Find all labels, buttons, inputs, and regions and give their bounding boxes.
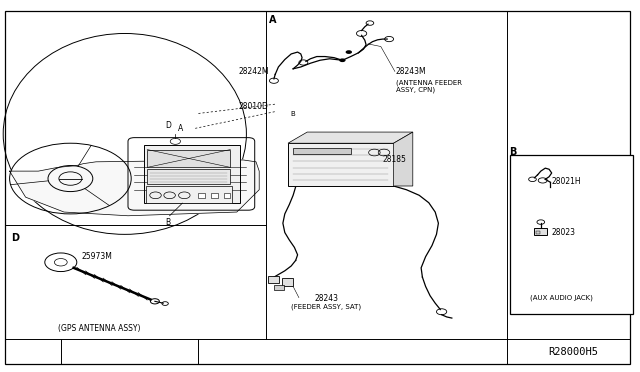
- Text: D: D: [12, 232, 19, 243]
- Bar: [147, 150, 230, 167]
- Text: B: B: [290, 111, 295, 117]
- Text: A: A: [269, 15, 276, 25]
- Bar: [211, 193, 218, 198]
- Text: 28021H: 28021H: [552, 177, 581, 186]
- Circle shape: [346, 50, 352, 54]
- Text: (FEEDER ASSY, SAT): (FEEDER ASSY, SAT): [291, 304, 362, 310]
- Text: D: D: [165, 121, 172, 130]
- Bar: [288, 143, 394, 186]
- Polygon shape: [394, 132, 413, 186]
- Bar: [198, 193, 205, 198]
- Bar: [274, 285, 284, 290]
- Text: R28000H5: R28000H5: [548, 347, 598, 356]
- Text: 28023: 28023: [552, 228, 576, 237]
- Bar: [534, 228, 547, 235]
- Bar: [510, 155, 633, 314]
- Text: ASSY, CPN): ASSY, CPN): [396, 87, 435, 93]
- Text: 25973M: 25973M: [82, 252, 113, 261]
- Text: (GPS ANTENNA ASSY): (GPS ANTENNA ASSY): [58, 324, 140, 333]
- Bar: [282, 278, 293, 286]
- Text: 28185: 28185: [383, 155, 406, 164]
- Text: 28243: 28243: [314, 294, 339, 303]
- Bar: [536, 231, 540, 234]
- Text: 28243M: 28243M: [396, 67, 426, 76]
- Bar: [144, 145, 240, 203]
- Text: (ANTENNA FEEDER: (ANTENNA FEEDER: [396, 79, 461, 86]
- Text: A: A: [178, 124, 183, 133]
- Bar: [224, 193, 230, 198]
- Bar: [293, 148, 351, 154]
- Text: 28242M: 28242M: [238, 67, 269, 76]
- Text: 28010D: 28010D: [239, 102, 269, 110]
- Text: B: B: [509, 147, 516, 157]
- Polygon shape: [288, 132, 413, 143]
- Bar: [146, 186, 232, 203]
- Bar: [268, 276, 279, 283]
- Bar: [147, 169, 230, 184]
- Polygon shape: [10, 160, 259, 216]
- Text: (AUX AUDIO JACK): (AUX AUDIO JACK): [531, 294, 593, 301]
- Text: B: B: [165, 218, 170, 227]
- Circle shape: [339, 58, 346, 62]
